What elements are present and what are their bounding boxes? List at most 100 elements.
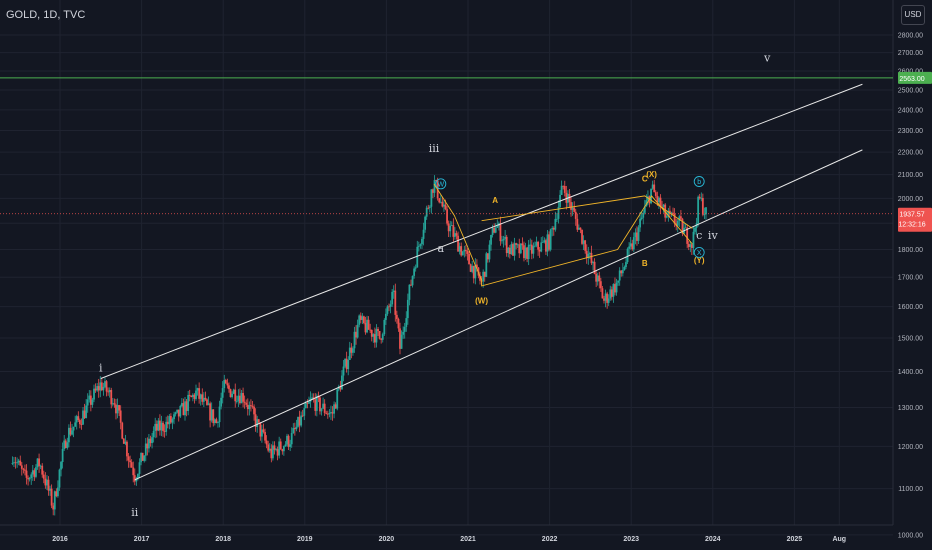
candle-body (639, 219, 641, 228)
time-tick-label: 2023 (623, 536, 639, 543)
candle-body (44, 478, 47, 486)
symbol-title[interactable]: GOLD, 1D, TVC (6, 9, 86, 21)
candle-body (673, 213, 676, 224)
candle-body (77, 416, 80, 421)
resistance-price-badge (898, 71, 932, 84)
candle-body (100, 382, 103, 391)
candle-body (435, 180, 437, 181)
candle-body (155, 423, 158, 431)
candle-body (273, 445, 276, 450)
candle-body (352, 348, 354, 353)
candle-body (541, 242, 544, 243)
time-axis[interactable]: 2016 2017 2018 2019 2020 2021 2022 2023 2024 2025… (52, 536, 846, 543)
candle-body (653, 184, 656, 193)
candle-body (413, 268, 416, 276)
candle-body (271, 445, 274, 459)
candle-body (384, 313, 387, 320)
candle-body (432, 189, 434, 193)
candle-body (369, 329, 372, 331)
candle-body (259, 422, 262, 437)
candle-body (41, 465, 44, 475)
candle-body (452, 225, 455, 237)
candle-body (315, 395, 318, 411)
candle-body (441, 201, 444, 207)
candle-body (689, 244, 692, 247)
bar-countdown-label: 12:32:16 (898, 222, 925, 229)
price-tick-label: 2700.00 (898, 50, 923, 57)
candle-body (705, 207, 707, 215)
candle-body (504, 236, 507, 239)
candle-body (424, 216, 427, 230)
candle-body (126, 441, 128, 457)
price-tick-label: 1700.00 (898, 275, 923, 282)
candle-body (83, 410, 86, 419)
candle-body (493, 227, 496, 233)
candle-body (157, 420, 160, 431)
candle-body (57, 487, 59, 497)
candle-body (372, 334, 375, 337)
corrective-label: (X) (646, 170, 657, 179)
candle-body (231, 393, 233, 398)
candle-body (262, 429, 265, 432)
price-axis[interactable]: 2800.002700.002600.002500.002400.002300.… (898, 33, 932, 540)
candle-body (177, 409, 180, 417)
candle-body (375, 328, 378, 343)
candle-body (507, 247, 510, 254)
candle-body (678, 216, 681, 222)
wave-circle-label: b (697, 179, 701, 186)
candle-body (137, 473, 139, 479)
candle-body (694, 227, 696, 232)
price-tick-label: 1000.00 (898, 532, 923, 539)
candle-body (645, 200, 648, 207)
candle-body (590, 252, 593, 264)
candle-body (344, 358, 346, 367)
candle-body (687, 243, 690, 247)
candle-body (629, 243, 632, 247)
candle-body (88, 395, 91, 400)
candle-body (400, 334, 403, 349)
candle-body (25, 470, 28, 478)
candle-body (406, 299, 409, 319)
candle-body (394, 290, 397, 315)
candle-body (530, 244, 533, 254)
candle-body (96, 386, 99, 391)
currency-button[interactable]: USD (901, 5, 925, 25)
candle-body (188, 394, 191, 396)
candle-body (342, 366, 345, 376)
candle-body (314, 399, 317, 411)
candle-body (610, 289, 613, 297)
candle-body (72, 426, 75, 431)
candle-body (113, 403, 116, 405)
candle-body (182, 403, 185, 416)
time-tick-label: Aug (832, 536, 846, 543)
candle-body (292, 428, 295, 433)
candle-body (367, 319, 370, 330)
candle-body (526, 247, 529, 260)
candle-body (560, 185, 563, 195)
candle-body (80, 424, 83, 425)
candle-body (138, 462, 141, 474)
candle-body (311, 397, 314, 399)
candle-body (224, 380, 227, 384)
candle-body (665, 215, 668, 218)
candle-body (270, 448, 273, 459)
price-tick-label: 1100.00 (898, 486, 923, 493)
price-tick-label: 2800.00 (898, 33, 923, 40)
candle-body (320, 408, 323, 412)
candle-body (486, 253, 489, 260)
resistance-price-label: 2563.00 (899, 76, 924, 83)
candle-body (556, 218, 558, 220)
candle-body (485, 253, 488, 277)
wave-circle-marker (435, 178, 447, 190)
candle-body (592, 261, 594, 264)
candle-body (510, 244, 513, 255)
candle-body (102, 386, 105, 391)
candle-body (127, 456, 130, 461)
candle-body (607, 298, 610, 303)
candle-body (483, 271, 486, 277)
candle-body (363, 316, 365, 323)
candle-body (466, 250, 469, 254)
candle-body (256, 419, 259, 428)
candle-body (603, 298, 605, 301)
